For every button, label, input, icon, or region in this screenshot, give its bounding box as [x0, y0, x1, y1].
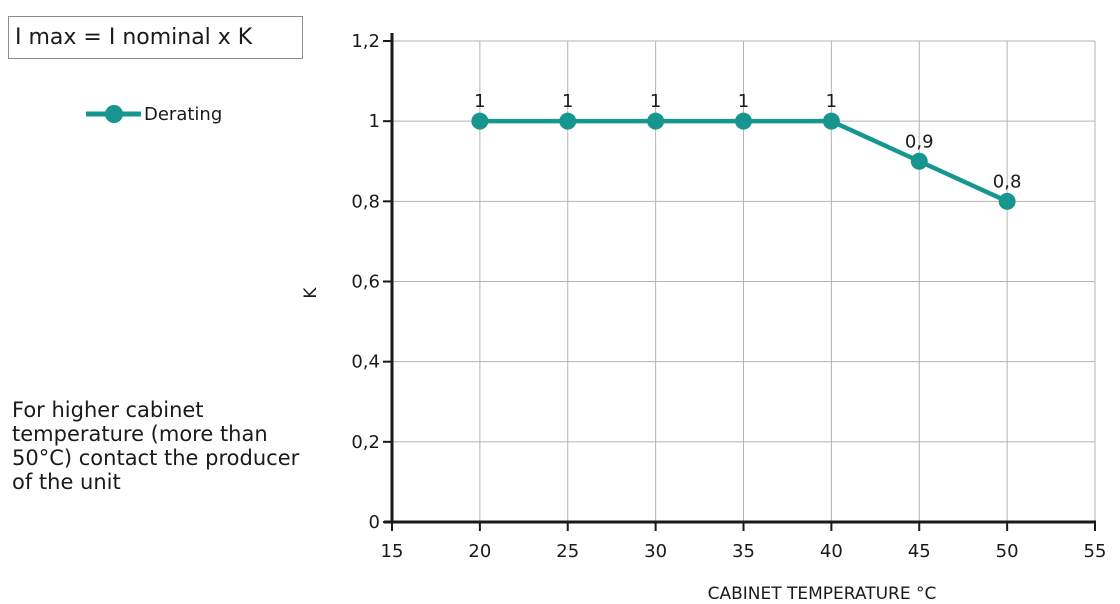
- y-tick-label-0: 0: [369, 512, 380, 533]
- legend: Derating: [86, 100, 222, 128]
- formula-text: I max = I nominal x K: [15, 25, 253, 50]
- y-tick-label-4: 0,8: [351, 191, 380, 212]
- y-tick-label-5: 1: [369, 111, 380, 132]
- data-label-2: 1: [650, 91, 661, 112]
- data-point-6: [998, 192, 1016, 210]
- data-label-3: 1: [738, 91, 749, 112]
- x-tick-label-5: 40: [820, 541, 843, 562]
- data-point-5: [910, 152, 928, 170]
- axes: [383, 33, 1096, 531]
- y-tick-label-1: 0,2: [351, 432, 380, 453]
- y-tick-label-3: 0,6: [351, 272, 380, 293]
- x-tick-label-8: 55: [1084, 541, 1107, 562]
- formula-box: I max = I nominal x K: [8, 16, 303, 59]
- data-label-4: 1: [826, 91, 837, 112]
- x-tick-label-0: 15: [381, 541, 404, 562]
- x-tick-label-7: 50: [996, 541, 1019, 562]
- data-point-4: [822, 112, 840, 130]
- data-label-1: 1: [562, 91, 573, 112]
- data-label-5: 0,9: [905, 131, 934, 152]
- y-axis-title: K: [301, 287, 321, 299]
- data-point-2: [647, 112, 665, 130]
- series-derating: [471, 112, 1016, 210]
- y-tick-label-6: 1,2: [351, 31, 380, 52]
- note-text: For higher cabinet temperature (more tha…: [12, 398, 300, 494]
- data-label-6: 0,8: [993, 171, 1022, 192]
- x-tick-label-6: 45: [908, 541, 931, 562]
- x-tick-label-1: 20: [468, 541, 491, 562]
- data-label-0: 1: [474, 91, 485, 112]
- y-tick-label-2: 0,4: [351, 352, 380, 373]
- data-point-1: [559, 112, 577, 130]
- data-labels: 1 1 1 1 1 0,9 0,8: [474, 91, 1021, 192]
- x-tick-label-4: 35: [732, 541, 755, 562]
- x-tick-label-2: 25: [556, 541, 579, 562]
- data-point-3: [735, 112, 752, 130]
- data-point-0: [471, 112, 489, 130]
- legend-swatch-derating: [86, 105, 141, 123]
- legend-label-derating: Derating: [144, 103, 223, 125]
- tick-labels: 0 0,2 0,4 0,6 0,8 1 1,2 15 20 25 30 35 40 45 50 55: [351, 31, 1106, 562]
- x-axis-title: CABINET TEMPERATURE °C: [708, 584, 937, 604]
- x-tick-label-3: 30: [644, 541, 667, 562]
